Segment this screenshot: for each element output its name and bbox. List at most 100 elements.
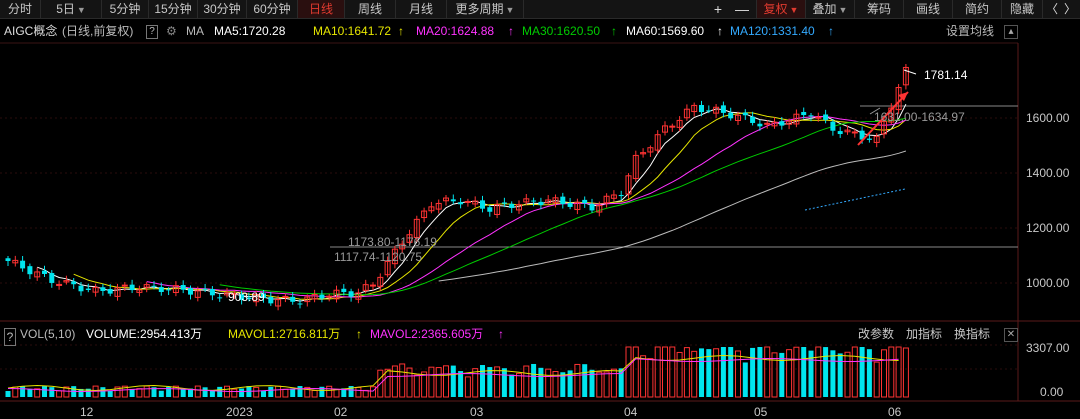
low-price-label: 903.89 bbox=[228, 290, 265, 304]
volume-bar bbox=[172, 385, 179, 398]
overlay-button[interactable]: 叠加 ▼ bbox=[806, 0, 855, 18]
volume-bar bbox=[166, 386, 172, 397]
candle-body bbox=[362, 284, 369, 291]
arrow-head-icon bbox=[898, 92, 908, 101]
caret-down-icon: ▼ bbox=[505, 5, 515, 15]
volume-bar bbox=[85, 388, 91, 397]
volume-bar bbox=[268, 386, 274, 397]
candle-body bbox=[881, 120, 887, 135]
zoom-in-icon[interactable]: + bbox=[713, 1, 723, 17]
candle-body bbox=[472, 200, 479, 205]
tab-label: 周线 bbox=[357, 2, 382, 16]
tab-weekly[interactable]: 周线 bbox=[345, 0, 396, 18]
tab-daily[interactable]: 日线 bbox=[298, 0, 345, 18]
candle-body bbox=[501, 202, 507, 204]
candle-body bbox=[757, 123, 763, 127]
volume-bar bbox=[582, 364, 588, 397]
grid-lines bbox=[0, 42, 1080, 402]
prev-arrow-icon[interactable]: 〈 bbox=[1045, 2, 1058, 16]
volume-bar bbox=[282, 388, 289, 398]
candle-body bbox=[413, 218, 420, 238]
candle-body bbox=[458, 202, 464, 205]
chip-button[interactable]: 筹码 bbox=[855, 0, 904, 18]
volume-bars bbox=[5, 346, 909, 398]
caret-down-icon: ▼ bbox=[838, 5, 848, 15]
candle-body bbox=[341, 288, 347, 293]
ma-label: MA bbox=[186, 24, 204, 38]
hide-button[interactable]: 隐藏 bbox=[1002, 0, 1043, 18]
ma5-value: MA5:1720.28 bbox=[214, 24, 286, 38]
volume-bar bbox=[239, 388, 245, 397]
candle-body bbox=[194, 290, 201, 298]
edit-params-button[interactable]: 改参数 bbox=[858, 327, 895, 341]
tab-5day[interactable]: 5日 ▼ bbox=[41, 0, 102, 18]
candle-body bbox=[793, 113, 800, 125]
add-indicator-button[interactable]: 加指标 bbox=[906, 327, 943, 341]
tab-30min[interactable]: 30分钟 bbox=[198, 0, 247, 18]
vol-close-icon[interactable]: ✕ bbox=[1004, 328, 1018, 342]
mavol2-line bbox=[7, 357, 899, 393]
candle-body bbox=[560, 196, 566, 205]
volume-bar bbox=[355, 386, 362, 398]
index-name: AIGC概念 bbox=[4, 24, 58, 38]
next-arrow-icon[interactable]: 〉 bbox=[1063, 2, 1076, 16]
vol-tick-bottom: 0.00 bbox=[1040, 385, 1064, 399]
volume-bar bbox=[866, 349, 872, 397]
tab-more-periods[interactable]: 更多周期 ▼ bbox=[447, 0, 524, 18]
volume-bar bbox=[27, 388, 33, 397]
tab-5min[interactable]: 5分钟 bbox=[102, 0, 149, 18]
candle-body bbox=[480, 200, 485, 209]
volume-bar bbox=[377, 369, 384, 398]
volume-bar bbox=[341, 388, 347, 397]
volume-bar bbox=[706, 349, 712, 397]
candle-body bbox=[239, 294, 245, 300]
candle-body bbox=[603, 195, 610, 204]
switch-indicator-button[interactable]: 换指标 bbox=[954, 327, 991, 341]
price-tick: 1200.00 bbox=[1026, 221, 1070, 235]
volume-bar bbox=[362, 389, 369, 398]
volume-bar bbox=[603, 371, 610, 398]
candle-body bbox=[647, 147, 654, 153]
candle-body bbox=[92, 286, 99, 293]
help-icon[interactable]: ? bbox=[146, 25, 158, 39]
volume-bar bbox=[136, 388, 143, 398]
candle-body bbox=[63, 280, 70, 283]
volume-bar bbox=[523, 365, 530, 398]
ma30-up-arrow-icon: ↑ bbox=[611, 24, 617, 38]
volume-bar bbox=[275, 385, 282, 398]
tab-60min[interactable]: 60分钟 bbox=[247, 0, 298, 18]
gear-icon[interactable]: ⚙ bbox=[166, 24, 177, 38]
draw-line-button[interactable]: 画线 bbox=[904, 0, 953, 18]
ma-settings-button[interactable]: 设置均线 bbox=[946, 24, 995, 38]
period-toolbar: 分时 5日 ▼ 5分钟 15分钟 30分钟 60分钟 日线 周线 月线 更多周期 ▼… bbox=[0, 0, 1080, 19]
candle-body bbox=[172, 285, 179, 293]
ma20-value: MA20:1624.88 bbox=[416, 24, 495, 38]
tab-15min[interactable]: 15分钟 bbox=[149, 0, 198, 18]
volume-bar bbox=[180, 389, 186, 397]
candle-body bbox=[253, 293, 260, 303]
tab-label: 月线 bbox=[408, 2, 433, 16]
fuquan-button[interactable]: 复权 ▼ bbox=[756, 0, 806, 18]
tab-label: 更多周期 bbox=[455, 2, 504, 16]
candle-body bbox=[224, 292, 230, 296]
volume-bar bbox=[699, 348, 704, 397]
mavol2-up-arrow-icon: ↑ bbox=[498, 327, 504, 341]
candle-body bbox=[582, 199, 588, 204]
vol-help-icon[interactable]: ? bbox=[4, 328, 16, 346]
tab-fenshi[interactable]: 分时 bbox=[0, 0, 41, 18]
price-tick: 1000.00 bbox=[1026, 276, 1070, 290]
volume-bar bbox=[151, 387, 157, 397]
volume-bar bbox=[494, 366, 501, 398]
ma10-up-arrow-icon: ↑ bbox=[398, 24, 404, 38]
tab-monthly[interactable]: 月线 bbox=[396, 0, 447, 18]
candle-body bbox=[326, 295, 333, 298]
volume-bar bbox=[779, 352, 785, 397]
zoom-out-icon[interactable]: — bbox=[735, 1, 749, 17]
volume-bar bbox=[413, 374, 420, 398]
simple-mode-button[interactable]: 简约 bbox=[953, 0, 1002, 18]
volume-bar bbox=[632, 346, 639, 398]
collapse-icon[interactable]: ▴ bbox=[1004, 25, 1018, 39]
volume-bar bbox=[188, 388, 193, 397]
candle-body bbox=[531, 200, 537, 202]
